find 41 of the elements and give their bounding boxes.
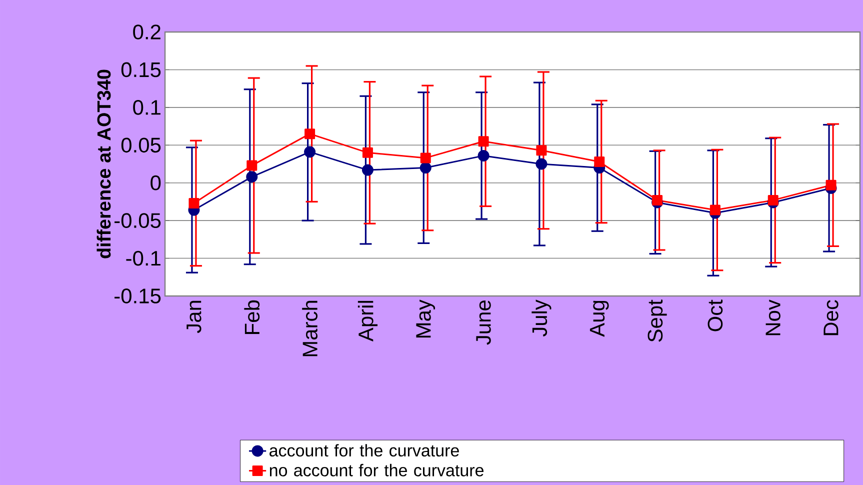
x-tick-label: July — [532, 300, 552, 337]
point — [710, 204, 720, 216]
x-tick-label: Jan — [186, 300, 202, 334]
point — [478, 136, 489, 147]
y-tick-label: 0.05 — [121, 138, 161, 153]
y-tick-label: -0.05 — [114, 213, 161, 228]
legend-label: account for the curvature — [270, 444, 459, 457]
point — [420, 152, 431, 164]
x-tick-label: June — [476, 300, 491, 345]
y-tick-label: -0.1 — [126, 250, 160, 266]
y-tick-label: 0 — [150, 175, 161, 190]
point — [304, 146, 316, 158]
y-tick-label: 0.2 — [133, 24, 160, 40]
point — [420, 162, 432, 174]
x-tick-label: Sept — [648, 300, 667, 342]
point — [362, 147, 373, 158]
point — [478, 150, 490, 162]
legend-label: no account for the curvature — [270, 464, 484, 476]
point — [768, 194, 778, 206]
y-tick-label: 0.15 — [121, 62, 161, 78]
point — [246, 160, 258, 171]
x-tick-label: Oct — [708, 300, 723, 332]
x-tick-label: April — [358, 300, 378, 342]
x-tick-label: Nov — [766, 300, 780, 336]
point — [826, 180, 836, 190]
point — [246, 171, 258, 183]
y-axis-title: difference at AOT340 — [96, 70, 111, 258]
y-tick-label: -0.15 — [114, 288, 161, 304]
point — [652, 194, 663, 206]
point — [362, 164, 374, 176]
x-tick-label: May — [416, 300, 436, 338]
point — [188, 198, 200, 208]
y-tick-label: 0.1 — [133, 100, 160, 115]
point — [594, 156, 605, 167]
point — [536, 145, 547, 156]
x-tick-label: Dec — [824, 300, 838, 336]
x-tick-label: March — [302, 300, 318, 356]
point — [304, 128, 316, 140]
point — [536, 158, 548, 170]
x-tick-label: Aug — [590, 300, 609, 337]
x-tick-label: Feb — [244, 300, 260, 334]
